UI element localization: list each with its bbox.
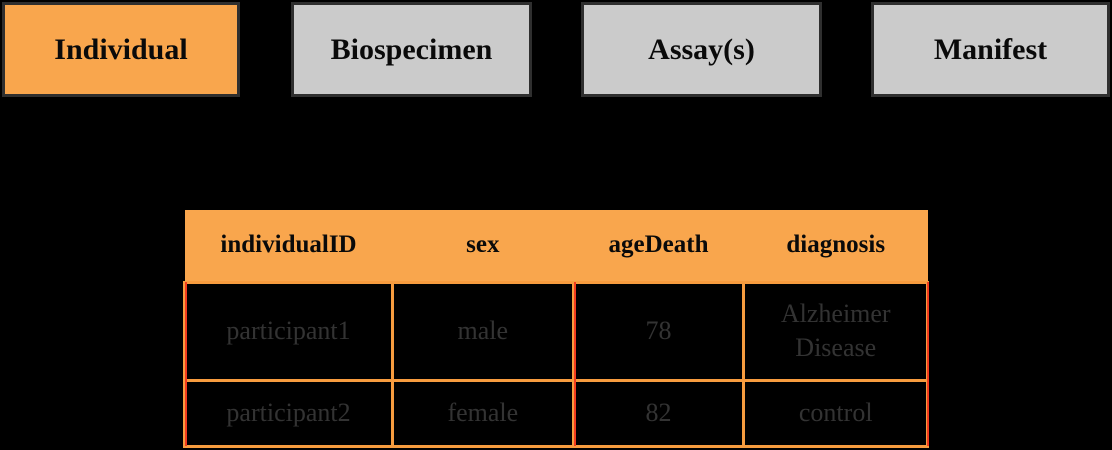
cell-agedeath: 78	[571, 280, 746, 382]
table-header-row: individualID sex ageDeath diagnosis	[184, 210, 928, 282]
individual-metadata-table: individualID sex ageDeath diagnosis part…	[182, 210, 929, 448]
tab-manifest[interactable]: Manifest	[871, 2, 1110, 97]
cell-sex: male	[391, 280, 575, 382]
column-header-diagnosis: diagnosis	[743, 210, 928, 282]
tab-individual-label: Individual	[54, 32, 188, 66]
table-row: participant2 female 82 control	[182, 378, 929, 448]
tab-assays[interactable]: Assay(s)	[581, 2, 822, 97]
cell-individualid: participant2	[182, 378, 395, 448]
column-header-sex: sex	[392, 210, 574, 282]
cell-diagnosis: Alzheimer Disease	[742, 280, 929, 382]
cell-agedeath: 82	[571, 378, 746, 448]
cell-individualid: participant1	[182, 280, 395, 382]
metadata-table: individualID sex ageDeath diagnosis part…	[182, 210, 929, 448]
tab-manifest-label: Manifest	[933, 32, 1048, 66]
tab-biospecimen-label: Biospecimen	[330, 32, 493, 66]
tab-biospecimen[interactable]: Biospecimen	[291, 2, 532, 97]
tab-assays-label: Assay(s)	[648, 32, 755, 66]
column-header-individualid: individualID	[184, 210, 393, 282]
tab-individual[interactable]: Individual	[2, 2, 240, 97]
cell-sex: female	[391, 378, 575, 448]
column-header-agedeath: ageDeath	[573, 210, 744, 282]
table-row: participant1 male 78 Alzheimer Disease	[182, 280, 929, 382]
cell-diagnosis: control	[742, 378, 929, 448]
